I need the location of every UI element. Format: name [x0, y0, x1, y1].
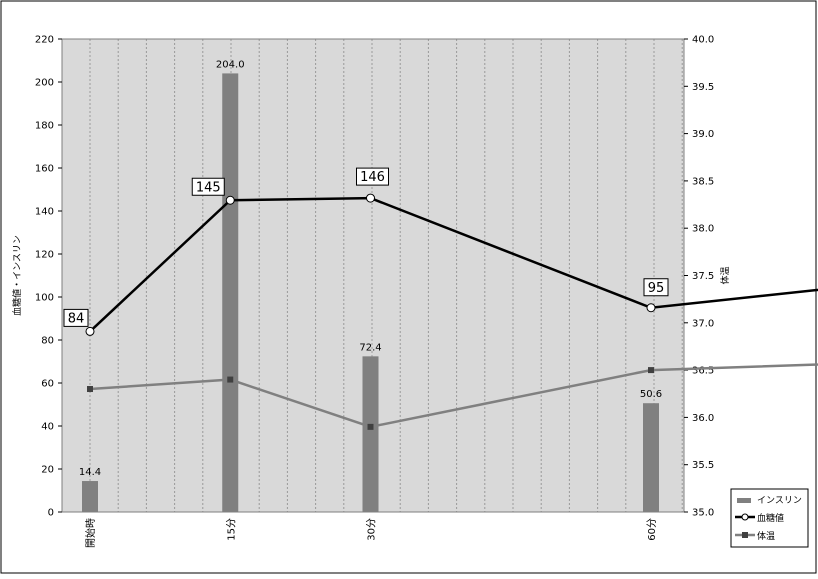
- point-temperature: [87, 386, 93, 393]
- y-tick-label-right: 38.5: [692, 176, 714, 187]
- bar-value-label: 14.4: [79, 467, 101, 478]
- legend-marker-temperature: [742, 532, 748, 538]
- y-tick-label-left: 100: [35, 293, 54, 304]
- y-tick-label-left: 160: [35, 164, 54, 175]
- y-tick-label-left: 180: [35, 121, 54, 132]
- point-glucose: [366, 193, 375, 203]
- glucose-value-label: 84: [68, 311, 85, 326]
- point-temperature: [648, 367, 654, 374]
- y-tick-label-left: 20: [41, 465, 54, 476]
- x-tick-label: 60分: [646, 518, 658, 541]
- y-axis-title-right: 体温: [719, 266, 731, 284]
- bar-value-label: 204.0: [216, 59, 245, 70]
- x-tick-label: 開始時: [84, 518, 97, 548]
- y-tick-label-left: 0: [48, 508, 54, 519]
- legend-label-insulin: インスリン: [757, 496, 802, 506]
- glucose-label-box: [63, 308, 89, 327]
- glucose-value-label: 145: [196, 180, 221, 195]
- y-tick-label-right: 35.0: [692, 508, 714, 519]
- y-tick-label-left: 200: [35, 78, 54, 89]
- legend-label-temperature: 体温: [757, 530, 775, 542]
- x-tick-label: 15分: [225, 518, 237, 541]
- y-tick-label-left: 80: [41, 336, 54, 347]
- y-tick-label-right: 36.0: [692, 413, 714, 424]
- line-glucose: [89, 196, 818, 333]
- y-tick-label-right: 36.5: [692, 366, 714, 377]
- legend-label-glucose: 血糖値: [757, 512, 784, 524]
- bar-insulin: [82, 481, 98, 512]
- y-tick-label-right: 38.0: [692, 224, 714, 235]
- glucose-label-box: [643, 278, 669, 297]
- y-axis-title-left: 血糖値・インスリン: [11, 235, 23, 316]
- glucose-label-box: [191, 177, 225, 196]
- bar-value-label: 72.4: [359, 342, 381, 353]
- y-tick-label-right: 40.0: [692, 35, 714, 46]
- glucose-value-label: 146: [360, 170, 385, 185]
- point-temperature: [227, 376, 234, 383]
- y-tick-label-left: 40: [41, 422, 54, 433]
- point-glucose: [225, 195, 235, 205]
- y-tick-label-left: 120: [35, 250, 54, 261]
- bar-insulin: [643, 403, 659, 512]
- legend-swatch-insulin: [737, 498, 751, 503]
- glucose-value-label: 95: [648, 281, 665, 296]
- bar-value-label: 50.6: [640, 389, 662, 400]
- glucose-label-box: [356, 167, 389, 186]
- y-tick-label-left: 220: [35, 35, 54, 46]
- y-tick-label-right: 35.5: [692, 460, 714, 471]
- y-tick-label-right: 39.5: [692, 82, 714, 93]
- y-tick-label-left: 60: [41, 379, 54, 390]
- y-tick-label-right: 39.0: [692, 129, 714, 140]
- bar-insulin: [222, 73, 239, 513]
- legend-marker-glucose: [741, 513, 749, 521]
- x-tick-label: 30分: [366, 518, 378, 541]
- y-tick-label-right: 37.5: [692, 271, 714, 282]
- y-tick-label-left: 140: [35, 207, 54, 218]
- point-glucose: [646, 303, 656, 313]
- point-temperature: [367, 423, 374, 430]
- point-glucose: [85, 326, 95, 336]
- y-tick-label-right: 37.0: [692, 318, 714, 329]
- line-temperature: [89, 363, 818, 429]
- bar-insulin: [362, 356, 379, 512]
